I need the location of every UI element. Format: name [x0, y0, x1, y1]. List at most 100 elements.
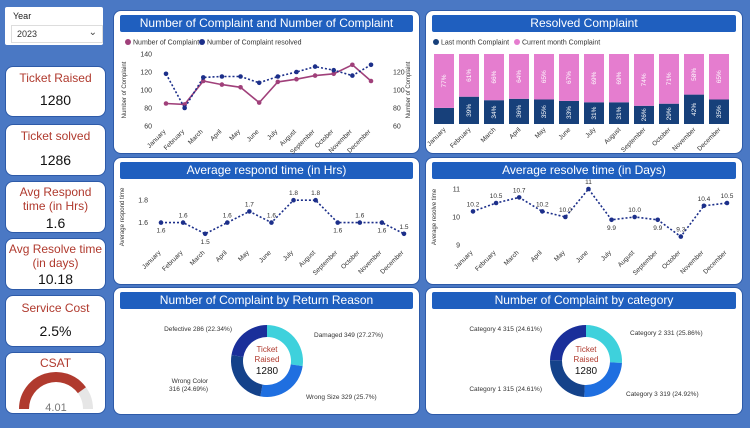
data-label: 42%: [691, 103, 698, 116]
data-label: 35%: [541, 105, 548, 118]
data-point: [493, 200, 499, 206]
kpi-title: CSAT: [39, 356, 72, 370]
x-tick-label: December: [696, 126, 723, 153]
x-tick-label: March: [187, 128, 205, 146]
chart-title: Number of Complaint and Number of Compla…: [120, 15, 413, 47]
x-tick-label: September: [312, 249, 340, 277]
data-label: 67%: [566, 71, 573, 84]
data-label: 10.5: [490, 193, 503, 200]
data-point: [163, 101, 169, 106]
data-label: 71%: [666, 72, 673, 85]
data-label: 61%: [466, 69, 473, 82]
legend-marker: [125, 39, 131, 45]
bar-segment-current-month: [434, 54, 454, 108]
data-label: 10.5: [721, 193, 734, 200]
data-label: 10.7: [513, 187, 526, 194]
data-point: [158, 220, 164, 225]
data-label: 66%: [491, 70, 498, 83]
chevron-down-icon[interactable]: ⌄: [88, 27, 97, 38]
slice-label: Defective 286 (22.34%): [164, 326, 232, 333]
data-point: [678, 234, 684, 239]
x-tick-label: July: [584, 126, 598, 140]
data-point: [609, 217, 614, 223]
csat-gauge: 4.01: [19, 372, 93, 414]
category-donut: Category 2 331 (25.86%) Category 3 319 (2…: [469, 325, 703, 398]
x-tick-label: May: [553, 249, 567, 263]
data-label: 69%: [616, 71, 623, 84]
donut-slice: [260, 364, 303, 397]
legend-label: Last month Complaint: [441, 40, 509, 47]
data-point: [701, 203, 707, 209]
data-label: 69%: [591, 71, 598, 84]
data-label: 10.0: [628, 207, 641, 214]
data-point: [219, 82, 225, 87]
data-point: [294, 76, 299, 82]
data-point: [312, 64, 318, 69]
year-dropdown[interactable]: 2023 ⌄: [11, 25, 103, 43]
bar-segment-last-month: [634, 105, 654, 124]
x-tick-label: June: [258, 249, 273, 264]
data-point: [256, 80, 262, 86]
chart-title: Number of Complaint by category: [432, 292, 736, 309]
series-line: [161, 199, 405, 235]
x-tick-label: October: [661, 249, 683, 271]
data-label: 77%: [441, 74, 448, 87]
kpi-avg-resolve: Avg Resolve time (in days) 10.18: [5, 238, 106, 290]
year-filter-card: Year 2023 ⌄: [5, 7, 103, 45]
kpi-value: 1286: [39, 152, 72, 168]
data-point: [224, 220, 230, 225]
bar-segment-current-month: [484, 54, 504, 101]
y-tick-label: 120: [140, 70, 152, 77]
data-label: 74%: [641, 73, 648, 86]
kpi-ticket-solved: Ticket solved 1286: [5, 124, 106, 176]
data-label: 1.6: [377, 228, 386, 235]
legend-label: Number of Complaint: [133, 40, 199, 47]
x-tick-label: February: [161, 249, 185, 273]
data-point: [219, 74, 225, 79]
data-point: [350, 62, 355, 68]
y-tick-label: 1.6: [138, 220, 148, 227]
data-label: 36%: [516, 105, 523, 118]
data-label: 1.5: [201, 239, 210, 246]
data-point: [180, 220, 186, 225]
data-label: 10.2: [467, 201, 480, 208]
x-tick-label: October: [651, 126, 673, 148]
donut-center-label: Raised: [574, 355, 599, 364]
donut-slice: [267, 325, 303, 367]
bar-segment-current-month: [709, 54, 729, 100]
bar-segment-last-month: [509, 98, 529, 124]
x-tick-label: August: [298, 249, 317, 268]
data-point: [470, 209, 476, 214]
bar-segment-last-month: [609, 102, 629, 124]
resolved-complaint-chart: Last month Complaint Current month Compla…: [426, 39, 729, 154]
x-tick-label: March: [189, 249, 207, 267]
data-label: 1.6: [333, 228, 342, 235]
kpi-title: Avg Resolve time (in days): [8, 242, 103, 270]
slice-label: Category 4 315 (24.61%): [469, 326, 542, 333]
data-point: [724, 200, 730, 206]
data-point: [357, 220, 363, 225]
donut-center-value: 1280: [256, 366, 279, 377]
csat-value: 4.01: [45, 402, 66, 414]
data-label: 29%: [666, 107, 673, 120]
data-label: 9.3: [676, 227, 685, 234]
donut-center-label: Ticket: [575, 345, 597, 354]
data-label: 1.8: [289, 190, 298, 197]
bar-segment-current-month: [609, 54, 629, 103]
x-tick-label: April: [508, 126, 523, 141]
x-tick-label: May: [228, 128, 242, 142]
data-point: [563, 214, 568, 220]
slice-label-line: 316 (24.69%): [169, 386, 208, 393]
bar-segment-current-month: [559, 54, 579, 101]
x-tick-label: September: [620, 126, 648, 154]
data-label: 9.9: [607, 225, 616, 232]
bar-segment-current-month: [584, 54, 604, 103]
y-axis-label: Number of Complaint: [122, 61, 128, 118]
x-tick-label: July: [600, 249, 614, 263]
data-label: 65%: [541, 70, 548, 83]
data-label: 65%: [716, 70, 723, 83]
data-point: [331, 67, 337, 73]
kpi-title: Ticket solved: [20, 129, 91, 143]
chart-title: Resolved Complaint: [432, 15, 736, 32]
y-tick-label: 80: [144, 106, 152, 113]
